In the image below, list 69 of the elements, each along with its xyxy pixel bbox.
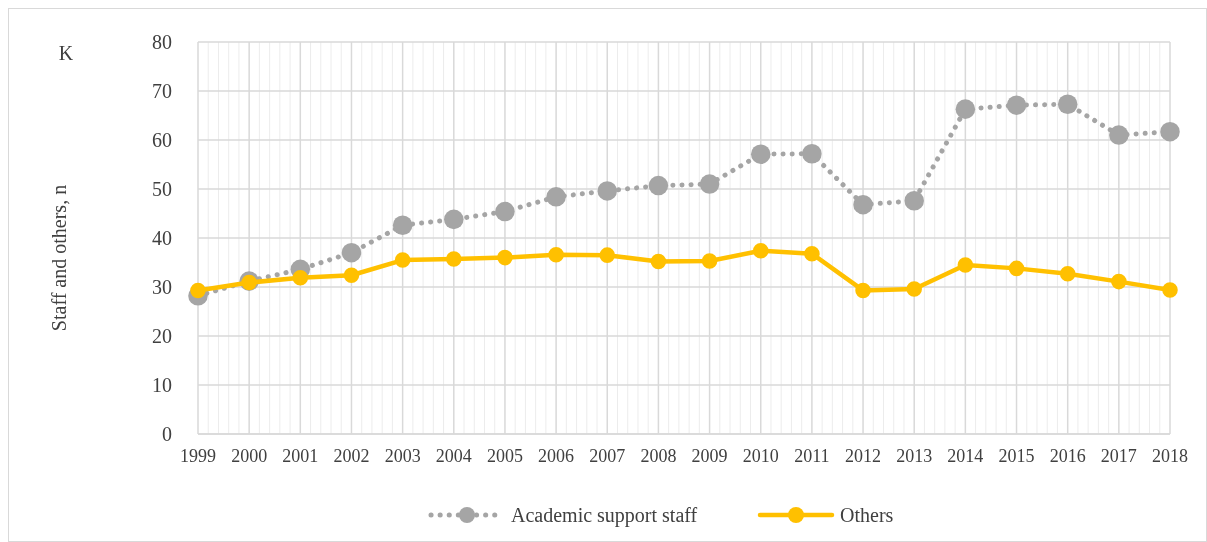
x-tick-label: 2002 [333, 446, 370, 466]
point [1006, 95, 1027, 115]
point [855, 282, 871, 299]
point [955, 99, 976, 119]
legend-label: Academic support staff [511, 504, 698, 527]
y-tick-label: 50 [152, 178, 172, 200]
point [495, 201, 515, 222]
x-tick-label: 2015 [998, 446, 1035, 466]
x-tick-label: 2017 [1100, 446, 1137, 466]
x-tick-label: 2009 [691, 446, 728, 466]
y-tick-label: 0 [162, 423, 172, 445]
point [648, 175, 669, 196]
point [497, 249, 513, 266]
y-tick-label: 70 [152, 80, 172, 102]
x-tick-label: 2000 [231, 446, 268, 466]
point [1160, 121, 1180, 142]
point [650, 253, 667, 270]
text: K [58, 42, 74, 64]
x-tick-label: 2005 [486, 446, 523, 466]
point [190, 282, 206, 299]
y-axis-title: Staff and others, n [48, 184, 70, 332]
point [394, 252, 411, 268]
point [1162, 282, 1178, 298]
point [701, 253, 718, 269]
point [904, 191, 924, 211]
y-tick-label: 60 [152, 129, 172, 151]
point [802, 143, 822, 164]
x-tick-label: 2007 [589, 446, 626, 466]
x-tick-label: 2010 [742, 446, 779, 466]
y-tick-label: 20 [152, 325, 172, 347]
point [1059, 266, 1076, 282]
x-tick-label: 2003 [384, 446, 421, 466]
x-tick-label: 2016 [1049, 446, 1086, 466]
point [750, 144, 771, 164]
point [599, 247, 616, 263]
point [597, 181, 618, 201]
x-tick-label: 2012 [845, 446, 882, 466]
point [1109, 125, 1129, 145]
point [341, 242, 362, 263]
x-tick-label: 2018 [1152, 446, 1188, 466]
point [444, 209, 464, 230]
point [853, 194, 873, 215]
point [1111, 273, 1127, 290]
x-tick-label: 2008 [640, 446, 677, 466]
point [546, 187, 566, 207]
x-tick-label: 1999 [180, 446, 216, 466]
x-tick-label: 2004 [435, 446, 472, 466]
point [392, 215, 413, 236]
point [292, 269, 309, 286]
point [906, 281, 922, 297]
point [699, 174, 720, 194]
point [446, 251, 462, 267]
point [1057, 94, 1078, 114]
x-tick-label: 2011 [794, 446, 830, 466]
x-tick-label: 2001 [282, 446, 319, 466]
legend-label: Others [840, 504, 894, 526]
x-tick-label: 2013 [896, 446, 933, 466]
y-tick-label: 10 [152, 374, 172, 396]
point [804, 245, 820, 262]
point [1008, 260, 1025, 277]
y-tick-label: 40 [152, 227, 172, 249]
y-tick-label: 30 [152, 276, 172, 298]
point [548, 246, 564, 263]
x-tick-label: 2006 [538, 446, 575, 466]
x-tick-label: 2014 [947, 446, 984, 466]
point [343, 267, 360, 283]
y-tick-label: 80 [152, 31, 172, 53]
point [752, 242, 769, 259]
point [957, 257, 974, 273]
